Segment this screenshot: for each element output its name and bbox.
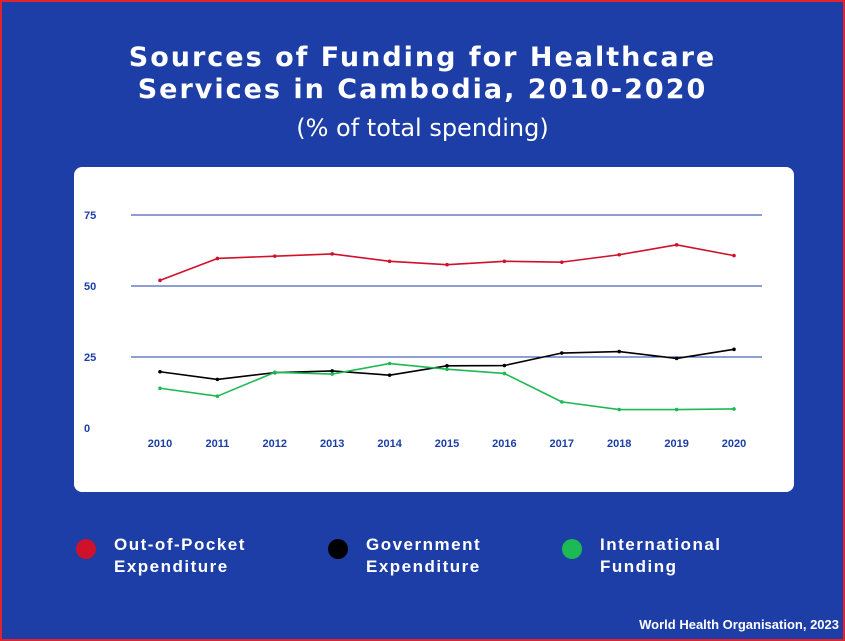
data-point-government-expenditure <box>560 351 564 355</box>
data-point-international-funding <box>445 367 449 372</box>
x-tick-label: 2013 <box>320 438 344 450</box>
data-point-international-funding <box>674 407 679 412</box>
data-point-out-of-pocket-expenditure <box>273 254 277 258</box>
data-point-out-of-pocket-expenditure <box>617 252 621 257</box>
chart-title-line1: Sources of Funding for Healthcare <box>128 42 717 73</box>
data-point-out-of-pocket-expenditure <box>445 262 449 267</box>
data-point-international-funding <box>560 400 564 404</box>
data-point-international-funding <box>215 394 220 398</box>
x-tick-label: 2014 <box>377 438 402 450</box>
chart-title-line2: Services in Cambodia, 2010-2020 <box>137 74 708 105</box>
x-tick-label: 2010 <box>148 438 172 450</box>
legend-label-line2: Funding <box>600 557 678 576</box>
data-point-out-of-pocket-expenditure <box>502 259 507 264</box>
legend-dot-international <box>562 539 582 559</box>
data-point-government-expenditure <box>502 363 507 368</box>
legend-label-line1: Government <box>366 535 482 554</box>
data-point-government-expenditure <box>215 377 220 382</box>
legend-label-line2: Expenditure <box>366 557 481 576</box>
legend-dot-government <box>328 539 348 559</box>
x-tick-label: 2011 <box>205 438 229 450</box>
data-point-international-funding <box>330 372 335 376</box>
data-point-out-of-pocket-expenditure <box>560 260 564 264</box>
x-tick-label: 2012 <box>263 438 287 450</box>
legend-label-line1: Out-of-Pocket <box>114 535 246 554</box>
data-point-government-expenditure <box>445 364 449 368</box>
data-point-international-funding <box>158 386 162 391</box>
legend-label-government: Government Expenditure <box>366 534 566 578</box>
legend: Out-of-Pocket Expenditure Government Exp… <box>0 534 845 584</box>
chart-card: 0 25 50 75 2010 2011 2012 2013 2014 2015 2016 2017 2… <box>74 167 794 492</box>
legend-label-international: International Funding <box>600 534 800 578</box>
data-point-government-expenditure <box>617 349 621 354</box>
data-point-out-of-pocket-expenditure <box>674 243 679 247</box>
x-tick-label: 2016 <box>492 438 516 450</box>
legend-label-out-of-pocket: Out-of-Pocket Expenditure <box>114 534 314 578</box>
data-point-out-of-pocket-expenditure <box>215 256 220 261</box>
data-point-government-expenditure <box>158 369 162 374</box>
chart-title: Sources of Funding for Healthcare Servic… <box>0 42 845 106</box>
data-point-government-expenditure <box>387 373 392 377</box>
x-tick-label: 2015 <box>435 438 459 450</box>
data-point-international-funding <box>273 370 277 375</box>
x-tick-label: 2020 <box>722 438 746 450</box>
legend-label-line1: International <box>600 535 722 554</box>
x-tick-label: 2018 <box>607 438 631 450</box>
x-tick-label: 2017 <box>550 438 574 450</box>
data-point-international-funding <box>617 407 621 412</box>
data-point-out-of-pocket-expenditure <box>158 278 162 283</box>
y-tick-label: 50 <box>84 281 96 293</box>
x-tick-label: 2019 <box>664 438 688 450</box>
data-point-out-of-pocket-expenditure <box>330 252 335 256</box>
y-tick-label: 75 <box>84 210 96 222</box>
series-line-out-of-pocket-expenditure <box>159 244 735 282</box>
data-point-government-expenditure <box>330 369 335 373</box>
data-point-government-expenditure <box>674 356 679 361</box>
data-point-international-funding <box>502 371 507 376</box>
legend-dot-out-of-pocket <box>76 539 96 559</box>
y-tick-label: 0 <box>84 423 90 435</box>
data-point-out-of-pocket-expenditure <box>732 253 736 258</box>
y-tick-label: 25 <box>84 352 96 364</box>
data-point-out-of-pocket-expenditure <box>387 259 392 264</box>
line-chart: 0 25 50 75 2010 2011 2012 2013 2014 2015 2016 2017 2… <box>84 210 762 450</box>
chart-subtitle: (% of total spending) <box>296 114 549 142</box>
legend-label-line2: Expenditure <box>114 557 229 576</box>
source-credit: World Health Organisation, 2023 <box>639 617 839 632</box>
data-point-government-expenditure <box>732 347 736 352</box>
data-point-international-funding <box>732 407 736 411</box>
data-point-international-funding <box>387 361 392 366</box>
